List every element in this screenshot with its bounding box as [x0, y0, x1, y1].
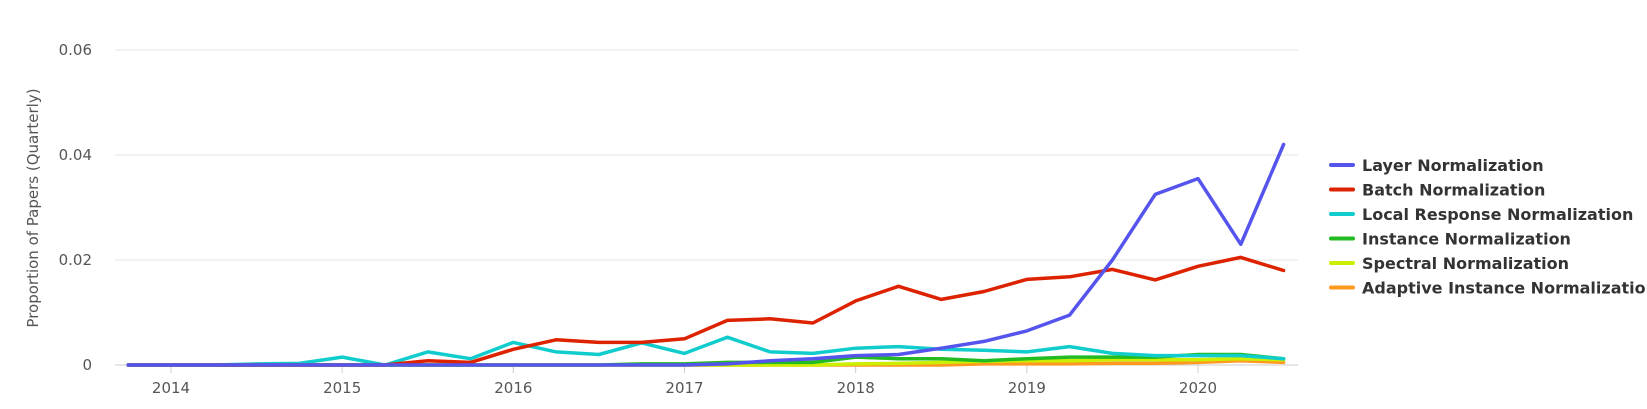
x-tick-label: 2018 — [837, 379, 875, 397]
legend-label: Local Response Normalization — [1362, 205, 1633, 224]
x-tick-label: 2016 — [494, 379, 532, 397]
legend-item[interactable]: Instance Normalization — [1329, 230, 1571, 249]
y-tick-label: 0 — [82, 356, 92, 374]
x-tick-label: 2019 — [1008, 379, 1046, 397]
y-tick-label: 0.02 — [59, 251, 92, 269]
series-lines — [126, 142, 1286, 367]
legend-item[interactable]: Adaptive Instance Normalization — [1329, 279, 1647, 298]
series-line — [126, 255, 1286, 367]
series-line — [126, 335, 1286, 367]
x-tick-label: 2017 — [665, 379, 703, 397]
legend-label: Spectral Normalization — [1362, 254, 1569, 273]
grid-lines — [115, 49, 1298, 261]
y-tick-label: 0.04 — [59, 146, 92, 164]
legend-item[interactable]: Local Response Normalization — [1329, 205, 1633, 224]
legend-label: Batch Normalization — [1362, 181, 1545, 200]
legend-item[interactable]: Layer Normalization — [1329, 156, 1544, 175]
x-tick-label: 2014 — [152, 379, 190, 397]
y-axis-title: Proportion of Papers (Quarterly) — [24, 88, 42, 327]
legend-label: Adaptive Instance Normalization — [1362, 279, 1647, 298]
y-axis: 0 0.02 0.04 0.06 — [59, 41, 92, 374]
x-tick-label: 2020 — [1179, 379, 1217, 397]
legend[interactable]: Layer Normalization Batch Normalization Lo… — [1329, 156, 1647, 298]
x-tick-label: 2015 — [323, 379, 361, 397]
legend-item[interactable]: Spectral Normalization — [1329, 254, 1569, 273]
series-line — [126, 142, 1286, 367]
legend-label: Layer Normalization — [1362, 156, 1544, 175]
x-axis: 2014 2015 2016 2017 2018 2019 2020 — [115, 364, 1298, 397]
legend-label: Instance Normalization — [1362, 230, 1571, 249]
legend-item[interactable]: Batch Normalization — [1329, 181, 1545, 200]
y-tick-label: 0.06 — [59, 41, 92, 59]
